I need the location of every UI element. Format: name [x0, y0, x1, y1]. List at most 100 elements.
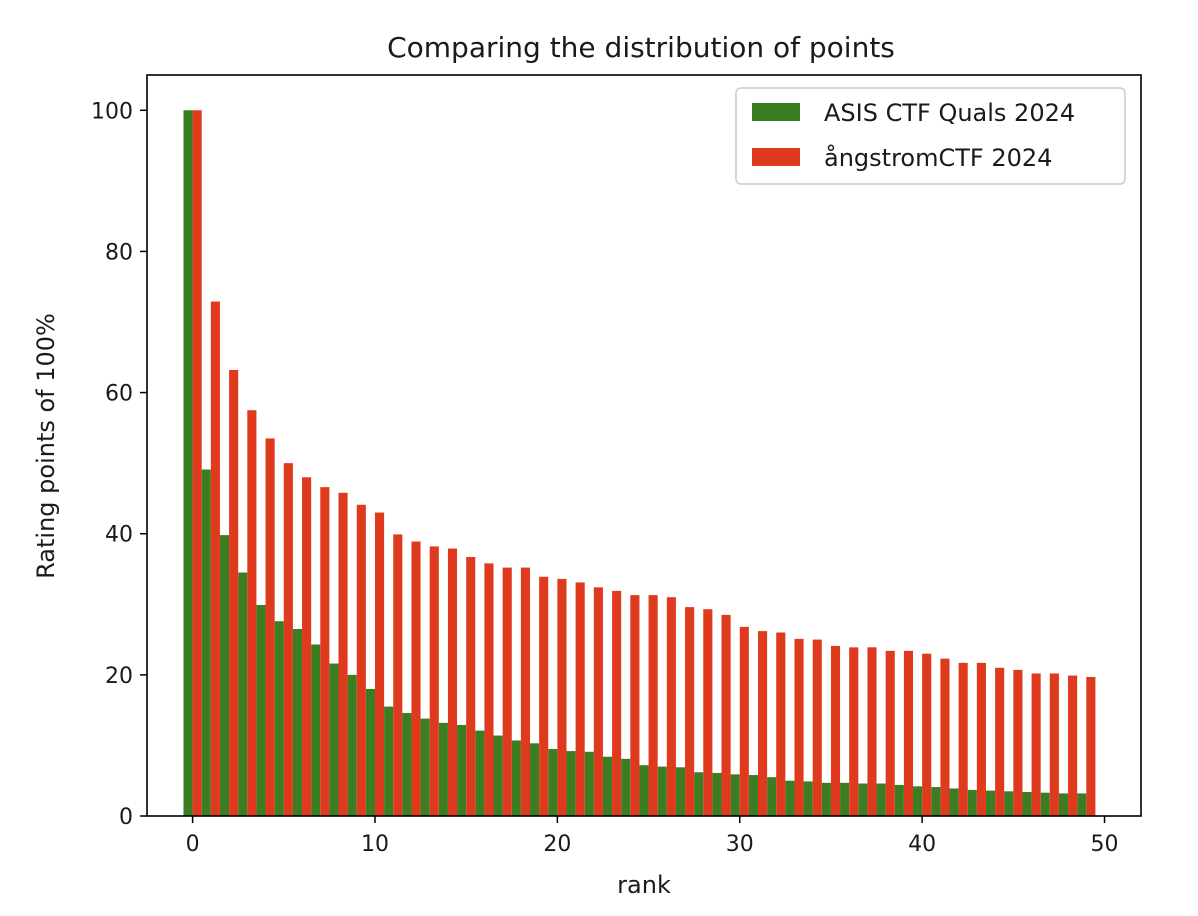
bar-asis-45 — [1004, 791, 1014, 816]
bar-angstrom-20 — [557, 578, 567, 816]
bar-angstrom-12 — [411, 541, 421, 816]
x-axis-label: rank — [617, 871, 671, 899]
bars-layer — [183, 110, 1096, 817]
bar-asis-19 — [530, 743, 540, 816]
bar-asis-0 — [183, 110, 193, 817]
chart-title: Comparing the distribution of points — [387, 31, 895, 64]
legend-label-angstrom: ångstromCTF 2024 — [824, 143, 1052, 172]
bar-asis-4 — [256, 604, 266, 816]
bar-asis-35 — [821, 782, 831, 816]
bar-asis-5 — [274, 621, 284, 816]
bar-asis-37 — [858, 783, 868, 816]
bar-asis-41 — [931, 787, 941, 816]
bar-asis-39 — [894, 784, 904, 816]
bar-angstrom-15 — [466, 557, 476, 816]
bar-angstrom-35 — [830, 645, 841, 816]
bar-angstrom-22 — [593, 587, 603, 816]
bar-asis-14 — [438, 722, 448, 816]
x-tick-label: 30 — [726, 832, 754, 857]
bar-asis-44 — [985, 790, 996, 816]
bar-asis-43 — [967, 789, 977, 816]
bar-angstrom-44 — [995, 667, 1005, 816]
bar-angstrom-8 — [338, 492, 348, 816]
x-tick-label: 0 — [186, 832, 200, 857]
bar-asis-48 — [1058, 793, 1069, 816]
bar-angstrom-1 — [210, 301, 220, 816]
bar-angstrom-43 — [976, 662, 986, 816]
bar-angstrom-27 — [685, 607, 695, 816]
y-tick-label: 80 — [105, 240, 133, 265]
bar-asis-25 — [639, 765, 649, 816]
bar-asis-3 — [238, 572, 248, 816]
bar-angstrom-2 — [229, 369, 239, 816]
y-tick-label: 60 — [105, 382, 133, 407]
bar-angstrom-45 — [1013, 669, 1023, 816]
bar-angstrom-3 — [247, 410, 257, 816]
bar-angstrom-33 — [794, 638, 804, 816]
bar-asis-40 — [913, 786, 923, 816]
bar-angstrom-24 — [630, 595, 640, 816]
bar-angstrom-19 — [539, 576, 549, 816]
y-tick-label: 20 — [105, 664, 133, 689]
bar-angstrom-47 — [1049, 673, 1059, 816]
bar-asis-15 — [457, 724, 467, 816]
legend-swatch-angstrom — [752, 148, 800, 166]
bar-asis-42 — [949, 788, 959, 816]
bar-angstrom-49 — [1086, 676, 1096, 816]
bar-asis-30 — [730, 774, 740, 816]
bar-angstrom-30 — [739, 626, 749, 816]
bar-asis-29 — [712, 772, 722, 816]
bar-asis-27 — [675, 767, 686, 816]
bar-asis-16 — [475, 730, 485, 816]
bar-asis-8 — [329, 663, 339, 816]
bar-asis-2 — [219, 535, 230, 816]
bar-asis-13 — [420, 718, 430, 816]
x-tick-label: 40 — [908, 832, 936, 857]
bar-angstrom-16 — [484, 563, 494, 816]
bar-angstrom-34 — [812, 639, 822, 816]
bar-asis-24 — [621, 758, 631, 816]
x-tick-label: 20 — [543, 832, 571, 857]
bar-asis-49 — [1077, 793, 1087, 816]
bar-angstrom-4 — [265, 438, 275, 816]
y-axis-label: Rating points of 100% — [32, 313, 60, 579]
bar-asis-26 — [657, 766, 667, 816]
bar-asis-28 — [694, 772, 704, 816]
bar-asis-12 — [402, 712, 412, 816]
bar-asis-38 — [876, 783, 886, 816]
bar-angstrom-41 — [940, 658, 950, 816]
bar-asis-34 — [803, 781, 813, 816]
x-axis-ticks: 0 10 20 30 40 50 — [186, 816, 1119, 857]
bar-angstrom-6 — [302, 477, 312, 816]
bar-asis-1 — [201, 469, 211, 816]
bar-asis-23 — [602, 756, 613, 816]
bar-angstrom-39 — [903, 650, 914, 816]
bar-angstrom-48 — [1068, 675, 1078, 816]
bar-asis-20 — [548, 748, 558, 816]
bar-angstrom-25 — [648, 595, 658, 816]
bar-asis-6 — [292, 628, 303, 816]
legend-frame — [735, 87, 1126, 185]
y-tick-label: 40 — [105, 523, 133, 548]
y-tick-label: 100 — [91, 99, 133, 124]
bar-asis-18 — [511, 740, 521, 816]
bar-angstrom-28 — [703, 609, 713, 816]
bar-asis-9 — [347, 674, 357, 816]
bar-angstrom-29 — [721, 614, 731, 816]
x-tick-label: 10 — [361, 832, 389, 857]
bar-angstrom-9 — [356, 504, 366, 816]
bar-angstrom-7 — [320, 487, 330, 816]
bar-asis-46 — [1022, 792, 1032, 816]
bar-asis-7 — [311, 644, 321, 816]
bar-angstrom-36 — [849, 647, 859, 816]
bar-angstrom-32 — [776, 632, 786, 816]
bar-angstrom-14 — [447, 548, 458, 816]
bar-angstrom-31 — [757, 631, 768, 816]
bar-angstrom-42 — [958, 662, 968, 816]
bar-angstrom-26 — [666, 597, 676, 816]
y-tick-label: 0 — [119, 805, 133, 830]
legend-label-asis: ASIS CTF Quals 2024 — [824, 99, 1075, 127]
bar-angstrom-13 — [429, 546, 439, 816]
bar-angstrom-40 — [922, 653, 932, 816]
bar-asis-31 — [748, 775, 758, 816]
